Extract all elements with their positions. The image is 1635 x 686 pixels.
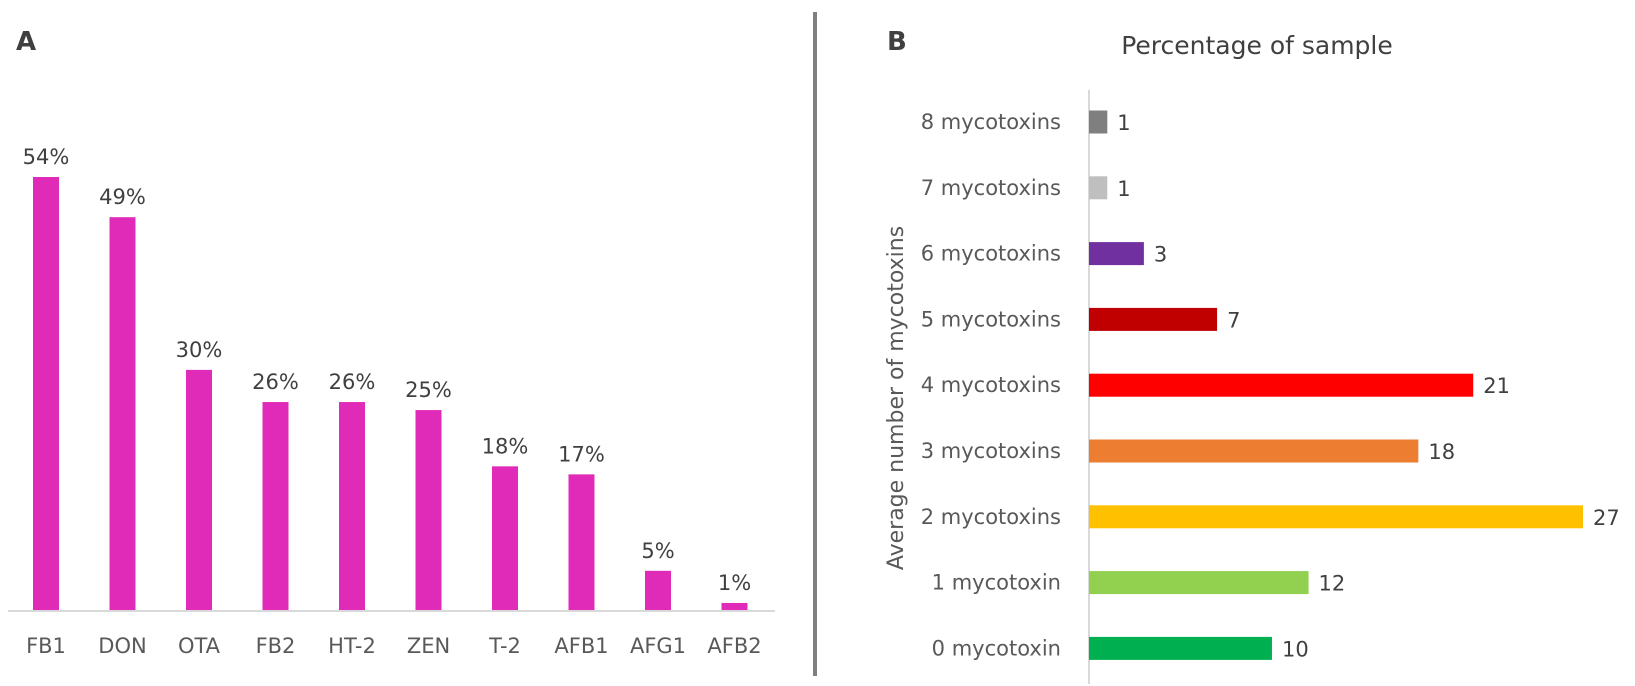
bar-3-mycotoxins [1089, 439, 1419, 463]
y-tick-1-mycotoxin: 1 mycotoxin [932, 571, 1061, 595]
chart-a-bars [33, 177, 748, 611]
data-label-0-mycotoxin: 10 [1282, 637, 1309, 661]
data-label-fb2: 26% [252, 370, 299, 394]
data-label-ht-2: 26% [329, 370, 376, 394]
chart-b-bars [1089, 110, 1583, 660]
data-label-afb1: 17% [558, 442, 605, 466]
chart-b-tick-labels: 8 mycotoxins 7 mycotoxins 6 mycotoxins 5 my… [921, 110, 1061, 660]
data-label-don: 49% [99, 185, 146, 209]
panel-label-b: B [887, 27, 907, 57]
data-label-1-mycotoxin: 12 [1319, 572, 1346, 596]
bar-t-2 [492, 466, 518, 611]
x-tick-zen: ZEN [407, 634, 450, 658]
bar-zen [415, 410, 442, 611]
chart-a-tick-labels: FB1 DON OTA FB2 HT-2 ZEN T-2 AFB1 AFG1 AFB2 [26, 634, 762, 658]
y-tick-8-mycotoxins: 8 mycotoxins [921, 110, 1061, 134]
data-label-fb1: 54% [23, 145, 70, 169]
data-label-7-mycotoxins: 1 [1117, 177, 1130, 201]
data-label-8-mycotoxins: 1 [1117, 111, 1130, 135]
data-label-t-2: 18% [482, 434, 529, 458]
data-label-5-mycotoxins: 7 [1227, 308, 1240, 332]
y-tick-2-mycotoxins: 2 mycotoxins [921, 505, 1061, 529]
data-label-afg1: 5% [641, 539, 674, 563]
data-label-3-mycotoxins: 18 [1428, 440, 1455, 464]
x-tick-t-2: T-2 [488, 634, 521, 658]
chart-b-data-labels: 1 1 3 7 21 18 27 12 10 [1117, 111, 1619, 661]
x-tick-ota: OTA [178, 634, 221, 658]
y-tick-5-mycotoxins: 5 mycotoxins [921, 307, 1061, 331]
x-tick-afb2: AFB2 [707, 634, 761, 658]
y-tick-0-mycotoxin: 0 mycotoxin [932, 636, 1061, 660]
bar-4-mycotoxins [1089, 373, 1474, 397]
y-tick-4-mycotoxins: 4 mycotoxins [921, 373, 1061, 397]
bar-7-mycotoxins [1089, 176, 1108, 200]
x-tick-ht-2: HT-2 [328, 634, 376, 658]
bar-ht-2 [339, 402, 365, 611]
chart-b: B Percentage of sample Average number of… [884, 27, 1620, 684]
chart-b-title: Percentage of sample [1121, 31, 1393, 60]
bar-fb2 [262, 402, 289, 611]
x-tick-afb1: AFB1 [554, 634, 608, 658]
data-label-4-mycotoxins: 21 [1483, 374, 1510, 398]
bar-6-mycotoxins [1089, 242, 1144, 266]
bar-fb1 [33, 177, 59, 611]
x-tick-fb1: FB1 [26, 634, 66, 658]
data-label-afb2: 1% [718, 571, 751, 595]
x-tick-afg1: AFG1 [630, 634, 686, 658]
y-tick-6-mycotoxins: 6 mycotoxins [921, 242, 1061, 266]
y-tick-3-mycotoxins: 3 mycotoxins [921, 439, 1061, 463]
data-label-zen: 25% [405, 378, 452, 402]
panel-label-a: A [16, 27, 36, 57]
bar-afb2 [721, 602, 748, 611]
data-label-6-mycotoxins: 3 [1154, 243, 1167, 267]
bar-don [109, 217, 136, 611]
y-tick-7-mycotoxins: 7 mycotoxins [921, 176, 1061, 200]
bar-afb1 [568, 474, 595, 611]
chart-a-data-labels: 54% 49% 30% 26% 26% 25% 18% 17% 5% 1% [23, 145, 752, 595]
bar-5-mycotoxins [1089, 307, 1218, 331]
bar-1-mycotoxin [1089, 571, 1309, 595]
bar-2-mycotoxins [1089, 505, 1583, 529]
data-label-ota: 30% [176, 338, 223, 362]
bar-ota [186, 369, 212, 611]
chart-b-y-axis-title: Average number of mycotoxins [884, 226, 909, 570]
chart-a: A 54% 49% 30% 26% 26% 25% 18% 17% 5% 1% FB1 DON OTA… [8, 27, 775, 658]
bar-0-mycotoxin [1089, 636, 1272, 660]
bar-afg1 [645, 570, 671, 611]
bar-8-mycotoxins [1089, 110, 1108, 134]
x-tick-don: DON [98, 634, 146, 658]
x-tick-fb2: FB2 [256, 634, 296, 658]
data-label-2-mycotoxins: 27 [1593, 506, 1620, 530]
